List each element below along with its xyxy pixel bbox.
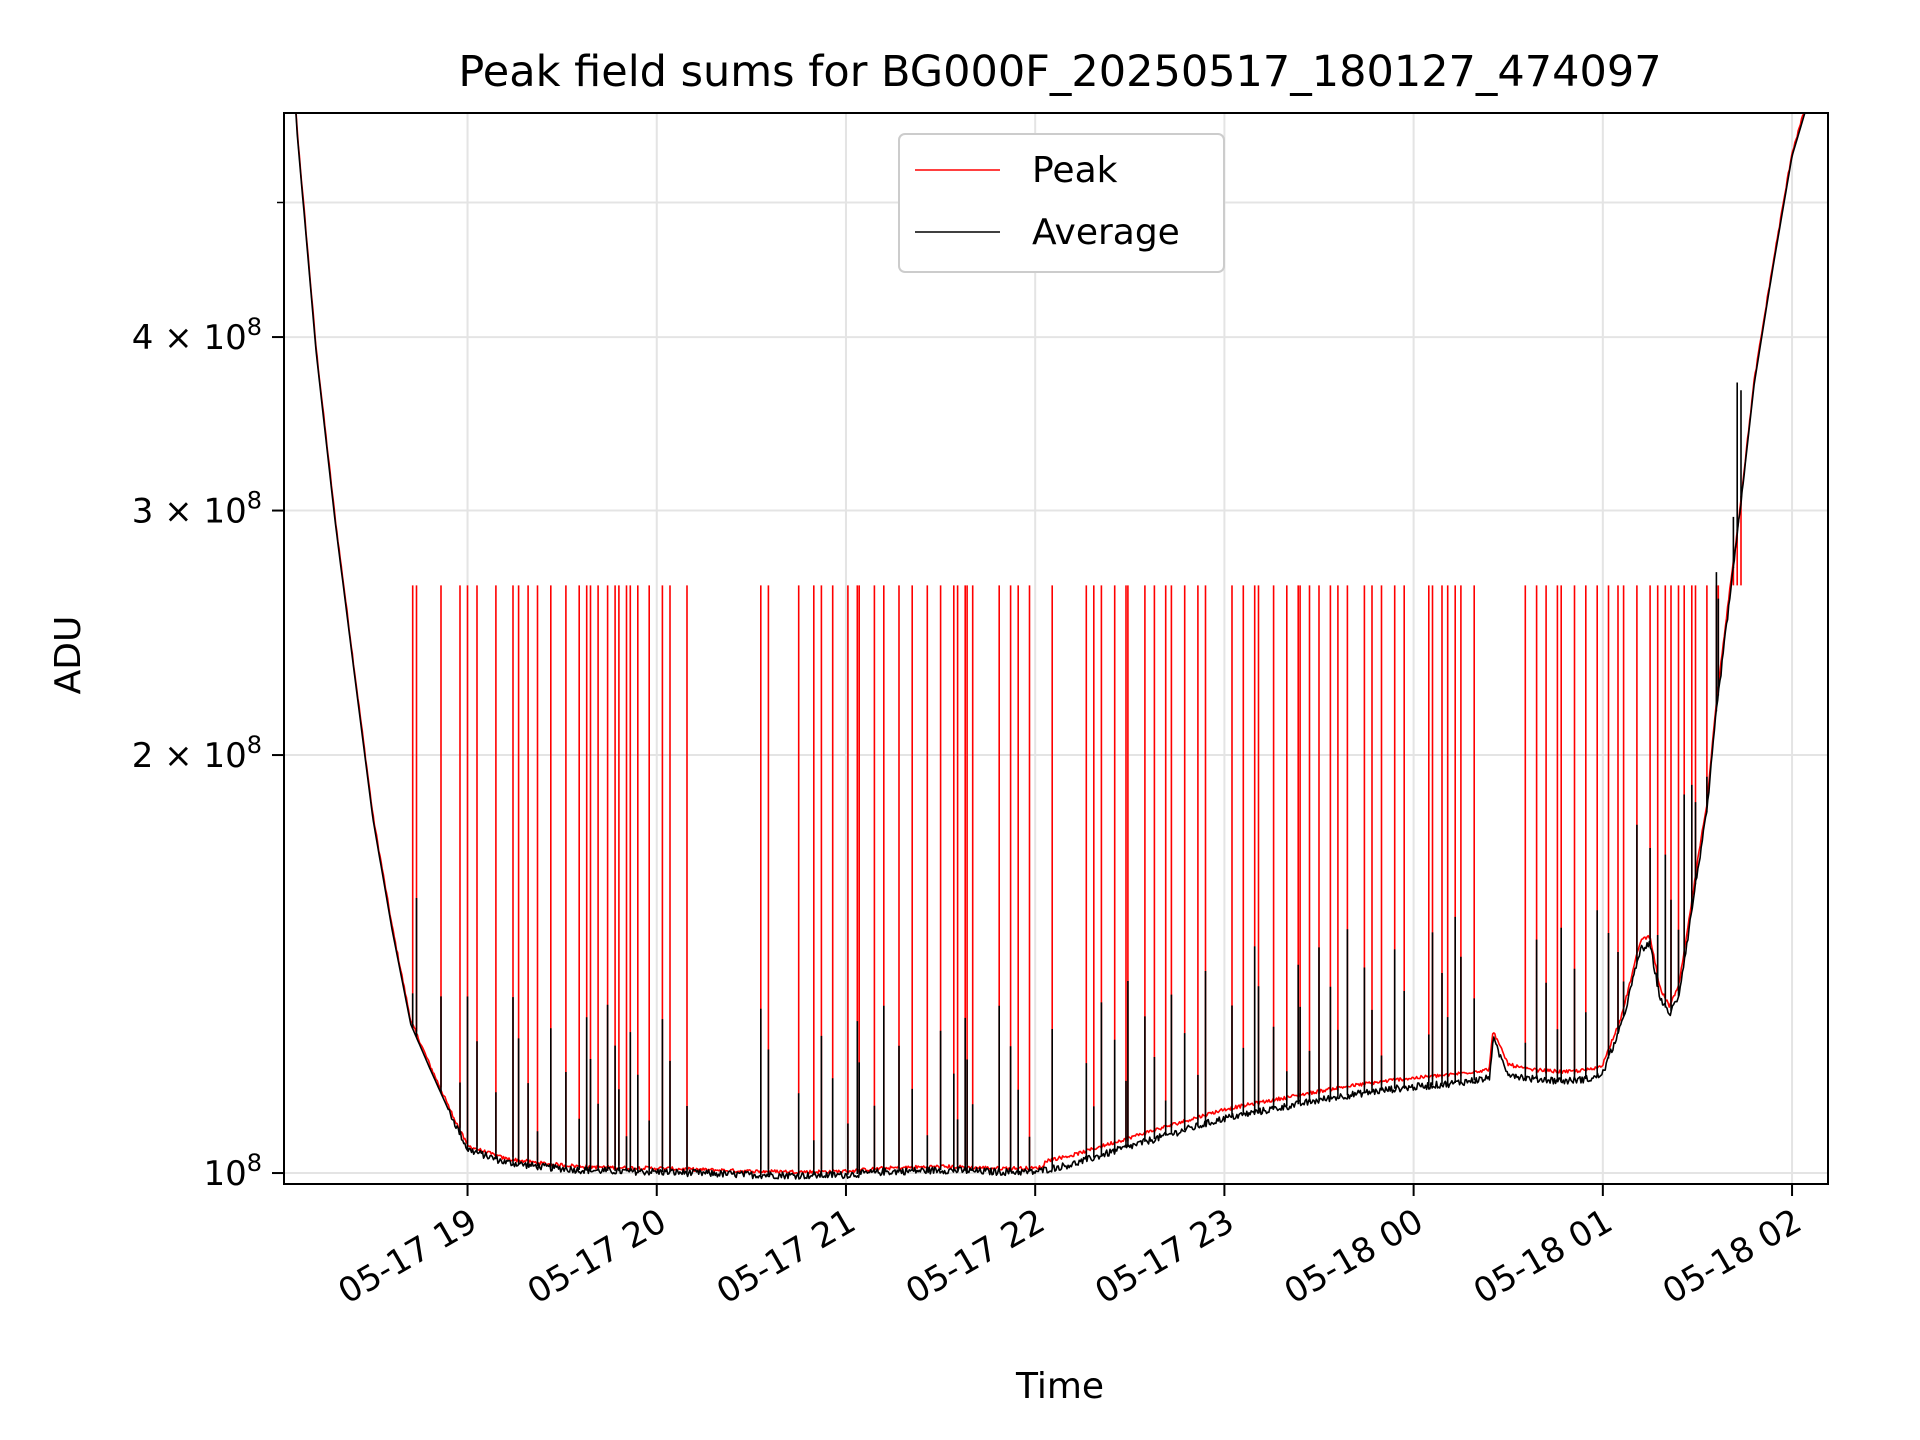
x-tick-label: 05-17 19 <box>332 1201 484 1312</box>
y-tick-label: 2 × 108 <box>132 731 262 776</box>
x-tick-label: 05-17 21 <box>710 1201 862 1312</box>
y-axis: 108 2 × 108 3 × 108 4 × 108 <box>132 201 284 1194</box>
x-tick-label: 05-18 02 <box>1656 1201 1808 1312</box>
legend-box <box>898 133 1225 273</box>
plot-area <box>295 113 1806 1180</box>
average-series-line <box>295 113 1806 1180</box>
y-tick-label: 3 × 108 <box>132 487 262 532</box>
x-axis-label: Time <box>1015 1366 1104 1407</box>
y-axis-label: ADU <box>48 616 89 695</box>
x-axis: 05-17 19 05-17 20 05-17 21 05-17 22 05-17 23… <box>332 1184 1809 1312</box>
x-tick-label: 05-17 22 <box>899 1201 1051 1312</box>
legend: Peak Average <box>898 133 1225 273</box>
peak-series-line <box>295 113 1805 1175</box>
x-tick-label: 05-17 23 <box>1089 1201 1241 1312</box>
x-tick-label: 05-17 20 <box>521 1201 673 1312</box>
legend-label-average: Average <box>1032 212 1180 253</box>
legend-label-peak: Peak <box>1032 150 1118 191</box>
axes-frame <box>283 112 1829 1185</box>
x-tick-label: 05-18 00 <box>1278 1201 1430 1312</box>
y-tick-label: 4 × 108 <box>132 313 262 358</box>
x-tick-label: 05-18 01 <box>1467 1201 1619 1312</box>
y-tick-label: 108 <box>203 1149 262 1194</box>
chart-title: Peak field sums for BG000F_20250517_1801… <box>458 47 1661 97</box>
